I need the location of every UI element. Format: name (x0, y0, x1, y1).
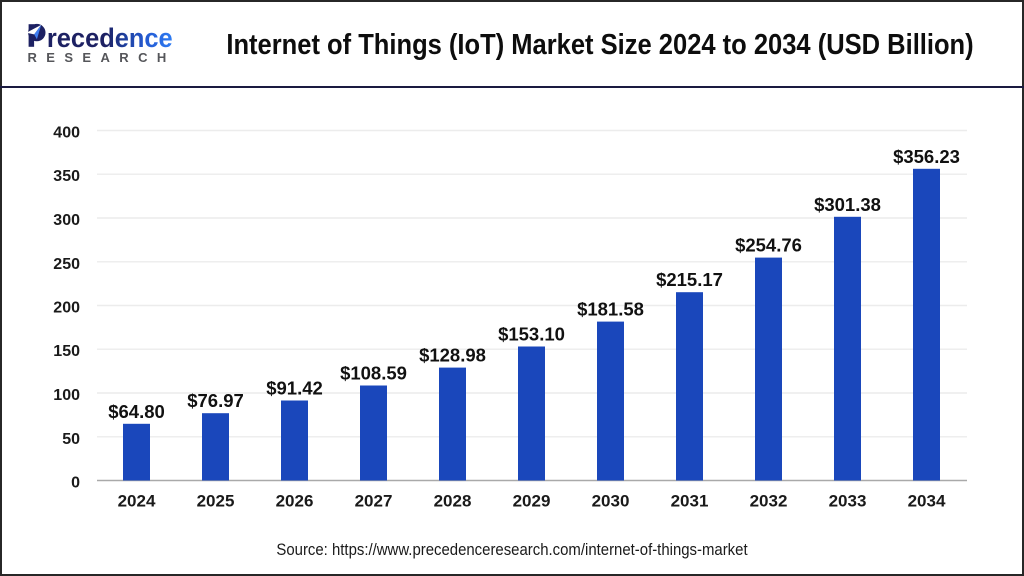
svg-text:$128.98: $128.98 (419, 345, 486, 366)
svg-text:$215.17: $215.17 (656, 269, 723, 290)
svg-text:2024: 2024 (118, 492, 156, 511)
svg-text:2027: 2027 (355, 492, 393, 511)
svg-text:$91.42: $91.42 (266, 378, 323, 399)
svg-text:2025: 2025 (197, 492, 235, 511)
svg-text:$301.38: $301.38 (814, 194, 881, 215)
svg-text:2026: 2026 (276, 492, 314, 511)
svg-text:2034: 2034 (908, 492, 946, 511)
svg-text:2032: 2032 (750, 492, 788, 511)
svg-text:recedence: recedence (47, 23, 173, 53)
svg-text:$181.58: $181.58 (577, 299, 644, 320)
svg-text:350: 350 (53, 168, 80, 185)
svg-text:$153.10: $153.10 (498, 324, 565, 345)
svg-text:2030: 2030 (592, 492, 630, 511)
svg-text:300: 300 (53, 212, 80, 229)
svg-text:400: 400 (53, 125, 80, 142)
svg-text:2029: 2029 (513, 492, 551, 511)
svg-text:200: 200 (53, 300, 80, 317)
svg-text:RESEARCH: RESEARCH (28, 50, 176, 65)
svg-text:100: 100 (53, 387, 80, 404)
svg-text:$76.97: $76.97 (187, 390, 244, 411)
svg-text:2028: 2028 (434, 492, 472, 511)
svg-text:250: 250 (53, 256, 80, 273)
svg-text:$108.59: $108.59 (340, 363, 407, 384)
svg-text:50: 50 (62, 431, 80, 448)
svg-text:$356.23: $356.23 (893, 146, 960, 167)
svg-text:0: 0 (71, 475, 80, 492)
svg-text:2031: 2031 (671, 492, 709, 511)
svg-text:$254.76: $254.76 (735, 235, 802, 256)
svg-text:150: 150 (53, 343, 80, 360)
svg-text:$64.80: $64.80 (108, 401, 165, 422)
svg-text:2033: 2033 (829, 492, 867, 511)
